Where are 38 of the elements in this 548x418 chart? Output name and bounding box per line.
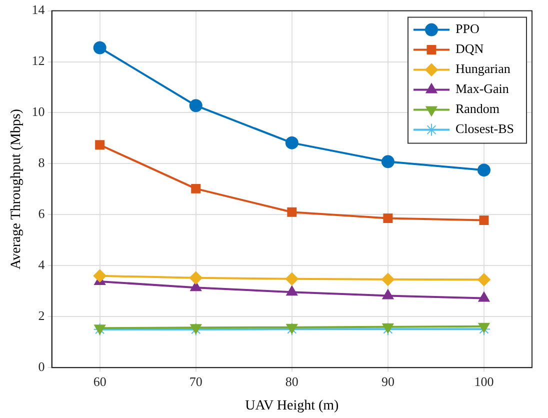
legend-label: Max-Gain	[455, 81, 510, 96]
legend-label: DQN	[455, 41, 484, 56]
point	[287, 207, 297, 217]
point	[382, 323, 394, 334]
y-tick-label: 10	[32, 104, 45, 120]
legend-label: Hungarian	[455, 61, 511, 76]
point	[383, 214, 393, 223]
legend-label: Random	[455, 101, 500, 116]
y-tick-label: 8	[38, 155, 45, 170]
point	[93, 269, 106, 282]
point	[477, 273, 490, 286]
point	[479, 216, 489, 226]
y-tick-label: 14	[32, 2, 46, 18]
point	[93, 41, 106, 54]
x-tick-label: 100	[474, 374, 494, 389]
x-tick-label: 80	[285, 374, 298, 389]
y-tick-label: 12	[32, 53, 45, 68]
point	[477, 164, 490, 177]
x-tick-label: 90	[381, 374, 394, 389]
point	[381, 155, 394, 168]
y-tick-label: 2	[38, 308, 45, 324]
x-tick-label: 60	[93, 374, 106, 389]
y-axis-title: Average Throughput (Mbps)	[9, 108, 24, 270]
point	[478, 322, 490, 333]
point	[95, 140, 105, 150]
point	[285, 272, 298, 286]
legend-label: Closest-BS	[455, 121, 514, 136]
y-tick-label: 4	[38, 257, 46, 272]
y-tick-label: 0	[38, 359, 45, 374]
point	[191, 184, 201, 194]
point	[285, 136, 298, 150]
point	[381, 272, 394, 286]
y-tick-label: 6	[38, 206, 46, 222]
point	[189, 271, 202, 284]
x-axis-title: UAV Height (m)	[245, 398, 340, 414]
point	[189, 99, 202, 112]
x-tick-label: 70	[189, 374, 202, 389]
legend-label: PPO	[455, 21, 480, 36]
